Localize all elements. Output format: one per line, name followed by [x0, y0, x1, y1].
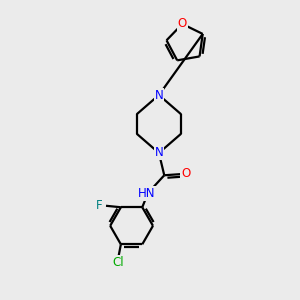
Text: F: F [96, 199, 102, 212]
Text: O: O [178, 17, 187, 31]
Text: HN: HN [138, 187, 155, 200]
Text: N: N [154, 88, 163, 101]
Text: N: N [154, 146, 163, 160]
Text: Cl: Cl [112, 256, 124, 269]
Text: O: O [181, 167, 190, 180]
